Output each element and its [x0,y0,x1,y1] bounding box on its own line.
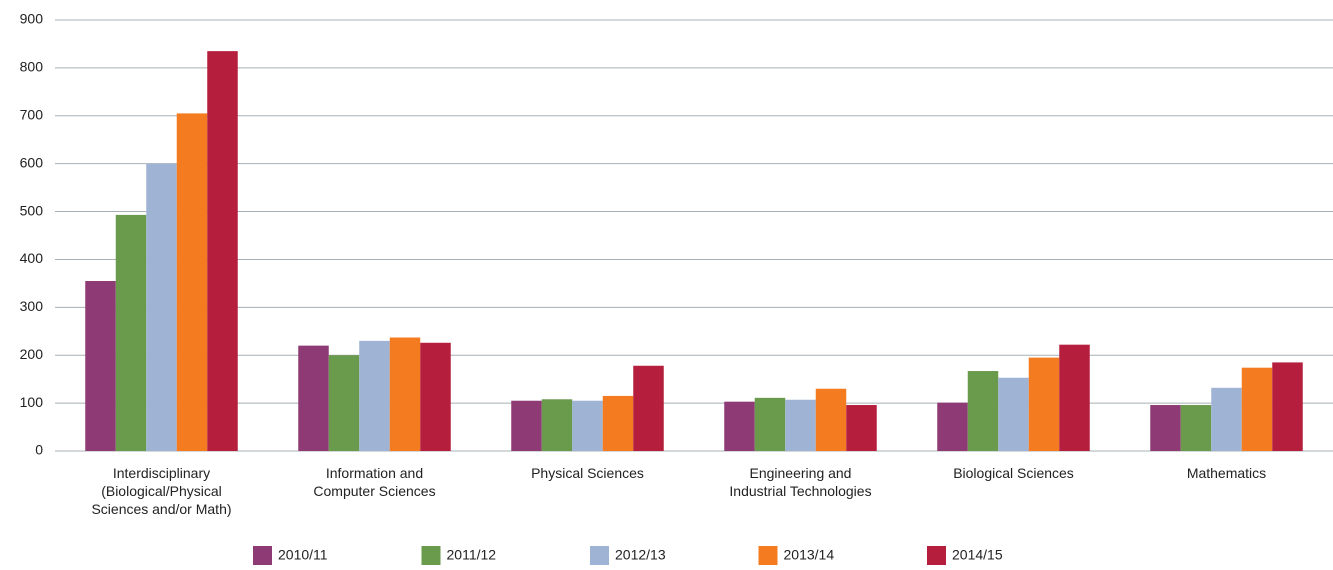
bar [1272,362,1303,451]
y-tick-label: 600 [20,154,44,170]
bar [176,113,208,451]
bar [815,388,847,451]
y-tick-label: 800 [20,59,44,75]
bar [1241,367,1273,451]
y-tick-label: 100 [20,394,44,410]
bar [846,405,877,451]
bar [1150,405,1181,451]
bar [1180,405,1212,451]
x-tick-label: Engineering and Industrial Technologies [729,465,871,499]
bar [298,345,329,451]
legend-label: 2014/15 [952,547,1003,563]
bar [207,51,238,451]
bar [1028,357,1060,451]
y-tick-label: 900 [20,11,44,27]
x-tick-label: Physical Sciences [531,465,644,481]
legend-label: 2013/14 [784,547,835,563]
y-tick-label: 200 [20,346,44,362]
bar [754,397,786,451]
bar [967,371,999,451]
bar [359,340,390,451]
bar [785,399,816,451]
x-tick-label: Interdisciplinary (Biological/Physical Sci… [91,465,231,517]
bar [724,401,755,451]
y-tick-label: 700 [20,106,44,122]
bar [146,163,177,451]
legend-label: 2011/12 [447,547,497,563]
bar [1211,387,1242,451]
y-tick-label: 400 [20,250,44,266]
bar [572,400,603,451]
y-tick-label: 0 [35,442,43,458]
bar [1059,344,1090,451]
legend-label: 2012/13 [615,547,666,563]
legend-swatch [421,546,441,565]
y-tick-label: 300 [20,298,44,314]
legend-swatch [758,546,778,565]
bar [328,355,360,451]
x-tick-label: Biological Sciences [953,465,1074,481]
legend-swatch [590,546,609,565]
legend-swatch [253,546,272,565]
bar [420,342,451,451]
bar [85,280,116,451]
x-tick-label: Information and Computer Sciences [313,465,435,499]
bar [511,400,542,451]
bar [633,365,664,451]
bar [541,399,573,451]
bar [602,395,634,451]
legend-label: 2010/11 [278,547,328,563]
bar [389,337,421,451]
bar [998,377,1029,451]
legend-swatch [927,546,946,565]
y-tick-label: 500 [20,202,44,218]
bar [115,214,147,451]
bar [937,402,968,451]
x-tick-label: Mathematics [1187,465,1266,481]
